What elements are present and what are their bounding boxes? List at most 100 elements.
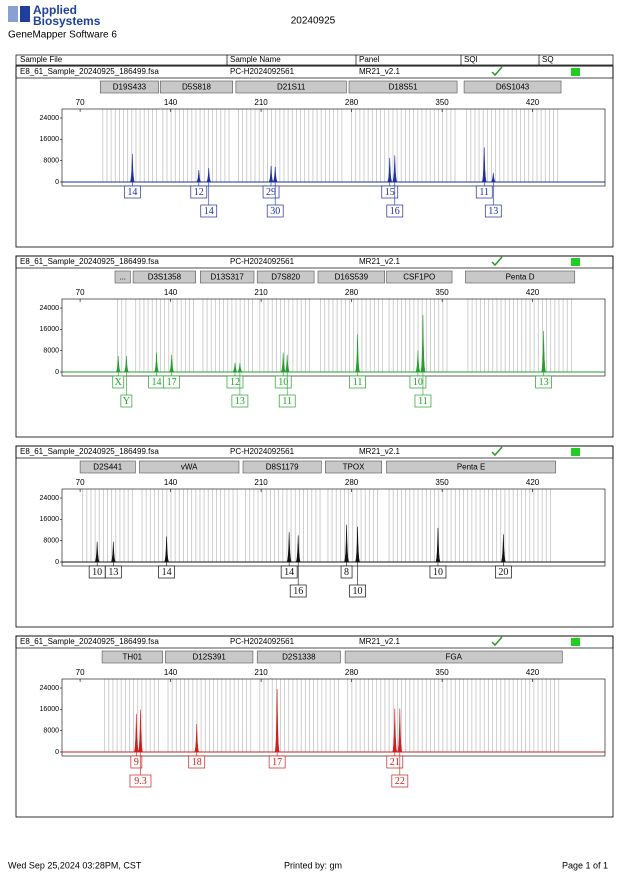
marker-name: CSF1PO bbox=[403, 273, 435, 282]
allele-label: 13 bbox=[235, 396, 245, 407]
column-title: Sample Name bbox=[230, 55, 281, 64]
allele-box bbox=[386, 755, 404, 769]
allele-label: 14 bbox=[162, 567, 172, 578]
sq-flag bbox=[571, 448, 580, 456]
marker-name: FGA bbox=[446, 653, 463, 662]
software-name: GeneMapper Software 6 bbox=[8, 30, 117, 41]
x-tick-label: 280 bbox=[345, 98, 359, 107]
x-tick-label: 140 bbox=[164, 288, 178, 297]
column-title: Panel bbox=[359, 55, 380, 64]
logo-text: Applied bbox=[33, 3, 77, 17]
column-header bbox=[15, 54, 614, 66]
peak bbox=[490, 172, 496, 183]
peak bbox=[137, 709, 144, 753]
marker-box bbox=[317, 270, 385, 284]
peak bbox=[397, 708, 403, 753]
x-tick-label: 70 bbox=[76, 288, 85, 297]
y-tick-label: 24000 bbox=[40, 495, 60, 502]
allele-box bbox=[226, 375, 244, 389]
print-date: Wed Sep 25,2024 03:28PM, CST bbox=[8, 860, 142, 870]
x-tick-label: 280 bbox=[345, 288, 359, 297]
marker-box bbox=[256, 650, 341, 664]
allele-label: 17 bbox=[272, 757, 282, 768]
logo-block bbox=[20, 6, 30, 22]
marker-name: Penta D bbox=[506, 273, 535, 282]
peak bbox=[94, 541, 100, 563]
allele-label: 16 bbox=[293, 586, 303, 597]
allele-box bbox=[190, 185, 208, 199]
peak bbox=[500, 534, 507, 563]
plot-frame bbox=[61, 108, 606, 187]
marker-box bbox=[325, 460, 383, 474]
panel-header bbox=[15, 635, 614, 649]
panel-header bbox=[15, 445, 614, 459]
peak bbox=[386, 157, 393, 183]
marker-box bbox=[386, 270, 453, 284]
allele-label: 13 bbox=[488, 206, 498, 217]
allele-box bbox=[289, 584, 307, 598]
allele-label: 12 bbox=[230, 377, 240, 388]
allele-box bbox=[200, 204, 218, 218]
allele-box bbox=[188, 755, 206, 769]
marker-name: TPOX bbox=[343, 463, 365, 472]
marker-box bbox=[101, 650, 163, 664]
marker-name: TH01 bbox=[123, 653, 143, 662]
marker-name: D21S11 bbox=[277, 83, 306, 92]
marker-box bbox=[344, 650, 563, 664]
allele-box bbox=[123, 185, 141, 199]
allele-label: 11 bbox=[282, 396, 292, 407]
y-tick-label: 8000 bbox=[43, 348, 59, 355]
allele-box bbox=[429, 565, 447, 579]
allele-label: 14 bbox=[127, 187, 137, 198]
peak bbox=[153, 352, 160, 373]
peak bbox=[163, 536, 170, 563]
marker-box bbox=[386, 460, 556, 474]
marker-name: Penta E bbox=[457, 463, 485, 472]
peak bbox=[435, 527, 441, 563]
marker-name: D19S433 bbox=[113, 83, 147, 92]
marker-name: D2S441 bbox=[93, 463, 122, 472]
allele-box bbox=[280, 565, 298, 579]
x-tick-label: 350 bbox=[435, 288, 449, 297]
allele-label: 14 bbox=[284, 567, 294, 578]
marker-box bbox=[465, 270, 576, 284]
allele-box bbox=[340, 565, 353, 579]
marker-box bbox=[200, 270, 255, 284]
allele-label: 8 bbox=[344, 567, 349, 578]
marker-name: D16S539 bbox=[335, 273, 369, 282]
page-number: Page 1 of 1 bbox=[562, 860, 608, 870]
allele-label: 15 bbox=[385, 187, 395, 198]
allele-label: Y bbox=[123, 396, 130, 407]
column-title: Sample File bbox=[20, 55, 63, 64]
x-tick-label: 420 bbox=[526, 668, 540, 677]
marker-box bbox=[165, 650, 254, 664]
x-tick-label: 70 bbox=[76, 668, 85, 677]
peak bbox=[280, 352, 286, 373]
marker-box bbox=[256, 270, 315, 284]
x-tick-label: 210 bbox=[254, 478, 268, 487]
allele-box bbox=[129, 774, 152, 788]
allele-box bbox=[349, 584, 366, 598]
peak bbox=[354, 334, 361, 373]
panel-name: MR21_v2.1 bbox=[359, 257, 400, 266]
allele-box bbox=[278, 394, 296, 408]
allele-label: X bbox=[115, 377, 123, 388]
plot-frame bbox=[61, 678, 606, 757]
peak bbox=[196, 169, 202, 183]
allele-box bbox=[495, 565, 512, 579]
y-tick-label: 24000 bbox=[40, 115, 60, 122]
y-tick-label: 0 bbox=[55, 179, 59, 186]
peak bbox=[274, 689, 280, 753]
allele-label: 18 bbox=[192, 757, 202, 768]
y-tick-label: 16000 bbox=[40, 326, 60, 333]
marker-box bbox=[463, 80, 562, 94]
allele-box bbox=[381, 185, 399, 199]
marker-box bbox=[159, 80, 233, 94]
peak bbox=[343, 524, 350, 563]
peak bbox=[354, 526, 361, 563]
marker-box bbox=[79, 460, 136, 474]
marker-name: D3S1358 bbox=[148, 273, 182, 282]
marker-name: D2S1338 bbox=[282, 653, 316, 662]
sample-name: PC-H2024092561 bbox=[230, 257, 295, 266]
